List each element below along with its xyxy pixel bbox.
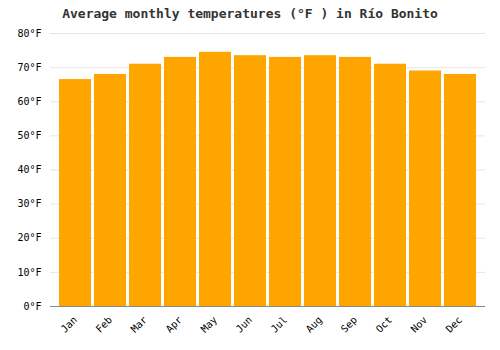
svg-text:50°F: 50°F — [17, 130, 41, 141]
svg-text:80°F: 80°F — [17, 28, 41, 39]
svg-text:Feb: Feb — [94, 314, 115, 335]
svg-text:Mar: Mar — [129, 314, 150, 335]
svg-text:70°F: 70°F — [17, 62, 41, 73]
svg-text:40°F: 40°F — [17, 164, 41, 175]
svg-text:Jun: Jun — [234, 314, 255, 335]
svg-text:Apr: Apr — [164, 314, 185, 335]
svg-text:Jan: Jan — [59, 314, 80, 335]
svg-text:60°F: 60°F — [17, 96, 41, 107]
svg-text:20°F: 20°F — [17, 232, 41, 243]
svg-text:May: May — [199, 314, 220, 335]
svg-text:Nov: Nov — [409, 314, 430, 335]
svg-text:0°F: 0°F — [23, 301, 41, 312]
svg-text:Aug: Aug — [304, 314, 325, 335]
svg-text:Sep: Sep — [339, 314, 360, 335]
svg-text:Oct: Oct — [374, 314, 395, 335]
html-text:Average monthly temperatures (: Average monthly temperatures (°F ) in Rí… — [62, 6, 438, 21]
svg-text:Jul: Jul — [269, 314, 290, 335]
svg-text:Dec: Dec — [444, 314, 465, 335]
svg-text:10°F: 10°F — [17, 267, 41, 278]
svg-text:30°F: 30°F — [17, 198, 41, 209]
